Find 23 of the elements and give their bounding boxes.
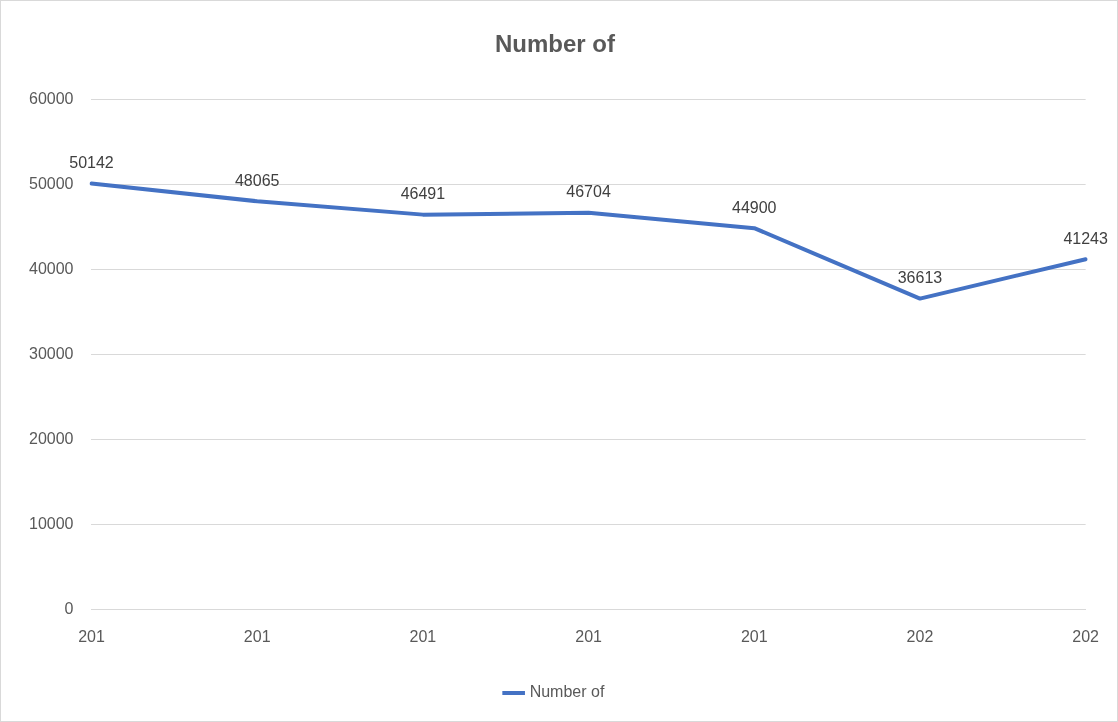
y-tick-label: 10000 — [28, 515, 74, 533]
y-tick-label: 30000 — [28, 345, 74, 363]
chart-title: Number of — [495, 30, 617, 58]
y-tick-label: 60000 — [28, 90, 74, 108]
x-tick-label: 201 — [243, 627, 271, 645]
y-tick-label: 40000 — [28, 260, 74, 278]
data-label: 50142 — [69, 154, 114, 171]
x-tick-label: 202 — [906, 627, 934, 645]
y-tick-label: 0 — [64, 600, 74, 618]
y-tick-label: 20000 — [28, 430, 74, 448]
data-label: 44900 — [732, 198, 777, 216]
y-tick-label: 50000 — [28, 175, 74, 193]
legend-label: Number of — [529, 683, 605, 701]
x-tick-label: 201 — [575, 627, 603, 645]
x-tick-label: 201 — [409, 627, 437, 645]
data-label: 46491 — [400, 185, 446, 203]
data-label: 46704 — [566, 183, 611, 201]
data-label: 41243 — [1063, 229, 1108, 247]
x-tick-label: 201 — [78, 627, 105, 645]
data-label: 36613 — [897, 269, 943, 286]
data-label: 48065 — [234, 171, 280, 189]
x-tick-label: 201 — [740, 627, 768, 645]
x-tick-label: 202 — [1072, 627, 1100, 645]
